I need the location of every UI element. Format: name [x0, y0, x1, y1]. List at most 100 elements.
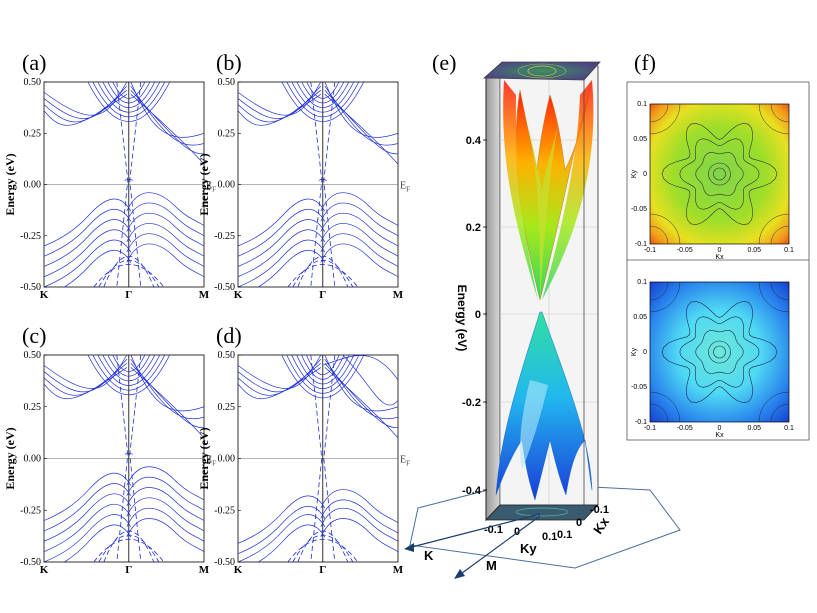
y-tick-label: 0.00 [218, 180, 236, 191]
panel-d-label: (d) [216, 323, 242, 348]
kx-axis-label: Kx [590, 514, 612, 537]
band-lines [44, 355, 204, 562]
k-direction-label: K [424, 548, 434, 563]
map-x-tick: -0.1 [644, 247, 656, 254]
lower-dirac-cone [495, 311, 593, 501]
map-y-tick: 0.1 [637, 101, 647, 108]
map-x-tick: 0.1 [784, 425, 794, 432]
map-x-tick: 0 [718, 425, 722, 432]
ky-tick-2: 0.1 [542, 531, 557, 543]
fermi-label: EF [400, 181, 410, 194]
map-y-tick: 0.05 [633, 314, 647, 321]
map-x-label: Kx [715, 432, 724, 439]
left-wall [485, 64, 501, 522]
map-y-tick: 0 [643, 171, 647, 178]
y-tick-label: -0.25 [20, 231, 41, 242]
x-tick-k: K [234, 289, 243, 301]
map-y-tick: 0.05 [633, 136, 647, 143]
band-lines [238, 355, 398, 562]
y-tick-label: 0.25 [218, 128, 236, 139]
y-tick-label: 0.25 [24, 402, 42, 413]
map-x-tick: 0.05 [747, 247, 761, 254]
map-y-label: Ky [631, 347, 638, 356]
y-axis-label: Energy (eV) [197, 153, 211, 215]
x-tick-m: M [199, 289, 210, 301]
contour-map-valence: -0.1 -0.05 0 0.05 0.1 0.1 0.05 0 -0.05 -0.1 Kx Ky [631, 279, 794, 439]
y-tick-label: 0.50 [24, 77, 42, 88]
band-lines [44, 82, 204, 287]
band-lines [238, 82, 398, 287]
y-tick-label: -0.50 [20, 557, 41, 568]
x-tick-gamma: Γ [125, 564, 132, 576]
y-tick-label: 0.00 [24, 180, 42, 191]
top-projection-map [482, 61, 601, 81]
y-tick-label: 0.25 [218, 402, 236, 413]
fermi-label: EF [206, 181, 216, 194]
y-tick-label: -0.50 [214, 557, 235, 568]
z-tick-label: 0 [475, 309, 481, 321]
ky-axis-label: Ky [520, 541, 537, 556]
contour-map-conduction: -0.1 -0.05 0 0.05 0.1 0.1 0.05 0 -0.05 -0.1 Kx Ky [631, 101, 794, 261]
panel-e-3d-surface: (e) [404, 50, 681, 579]
x-tick-m: M [393, 289, 404, 301]
map-x-label: Kx [715, 254, 724, 261]
k-arrow [404, 513, 541, 552]
panel-b-label: (b) [216, 50, 242, 75]
panel-f-label: (f) [634, 50, 656, 75]
kx-tick-0: 0.1 [557, 529, 572, 541]
x-tick-gamma: Γ [319, 564, 326, 576]
z-tick-label: 0.2 [466, 222, 481, 234]
y-tick-label: 0.50 [218, 77, 236, 88]
ky-tick-1: 0 [514, 526, 520, 538]
y-tick-label: 0.50 [24, 350, 42, 361]
y-axis-label: Energy (eV) [197, 427, 211, 489]
y-tick-label: -0.25 [20, 505, 41, 516]
map-y-label: Ky [631, 169, 638, 178]
map-x-tick: -0.05 [677, 247, 693, 254]
x-tick-gamma: Γ [125, 289, 132, 301]
y-tick-label: -0.50 [20, 282, 41, 293]
map-x-tick: -0.05 [677, 425, 693, 432]
y-tick-label: 0.00 [218, 454, 236, 465]
map-y-tick: -0.05 [631, 384, 647, 391]
fermi-label: EF [206, 455, 216, 468]
y-tick-label: -0.25 [214, 505, 235, 516]
map-x-tick: 0.05 [747, 425, 761, 432]
y-axis-label: Energy (eV) [3, 153, 17, 215]
map-x-tick: 0 [718, 247, 722, 254]
z-tick-label: 0.4 [466, 135, 482, 147]
x-tick-k: K [40, 564, 49, 576]
y-tick-label: 0.50 [218, 350, 236, 361]
map-x-tick: 0.1 [784, 247, 794, 254]
x-tick-k: K [234, 564, 243, 576]
panel-f-contour-maps: (f) -0.1 -0.05 0 0.05 0.1 0.1 0.05 0 -0.05 -0.1 Kx… [626, 50, 810, 441]
map-x-tick: -0.1 [644, 425, 656, 432]
map-y-tick: -0.05 [631, 206, 647, 213]
kx-tick-2: -0.1 [590, 504, 609, 516]
m-arrow [454, 515, 541, 579]
panel-c-label: (c) [22, 323, 46, 348]
y-axis-label: Energy (eV) [3, 427, 17, 489]
kx-tick-1: 0 [576, 517, 582, 529]
z-axis-label: Energy (eV) [455, 285, 469, 352]
map-y-tick: -0.1 [635, 241, 647, 248]
x-tick-m: M [199, 564, 210, 576]
x-tick-gamma: Γ [319, 289, 326, 301]
y-tick-label: -0.50 [214, 282, 235, 293]
map-y-tick: 0 [643, 349, 647, 356]
map-y-tick: 0.1 [637, 279, 647, 286]
bottom-projection-map [485, 504, 599, 521]
m-direction-label: M [486, 558, 497, 573]
z-tick-label: -0.4 [462, 485, 482, 497]
panel-e-label: (e) [432, 50, 456, 75]
x-tick-k: K [40, 289, 49, 301]
y-tick-label: 0.25 [24, 128, 42, 139]
map-y-tick: -0.1 [635, 419, 647, 426]
fermi-label: EF [400, 455, 410, 468]
z-tick-label: -0.2 [462, 397, 481, 409]
